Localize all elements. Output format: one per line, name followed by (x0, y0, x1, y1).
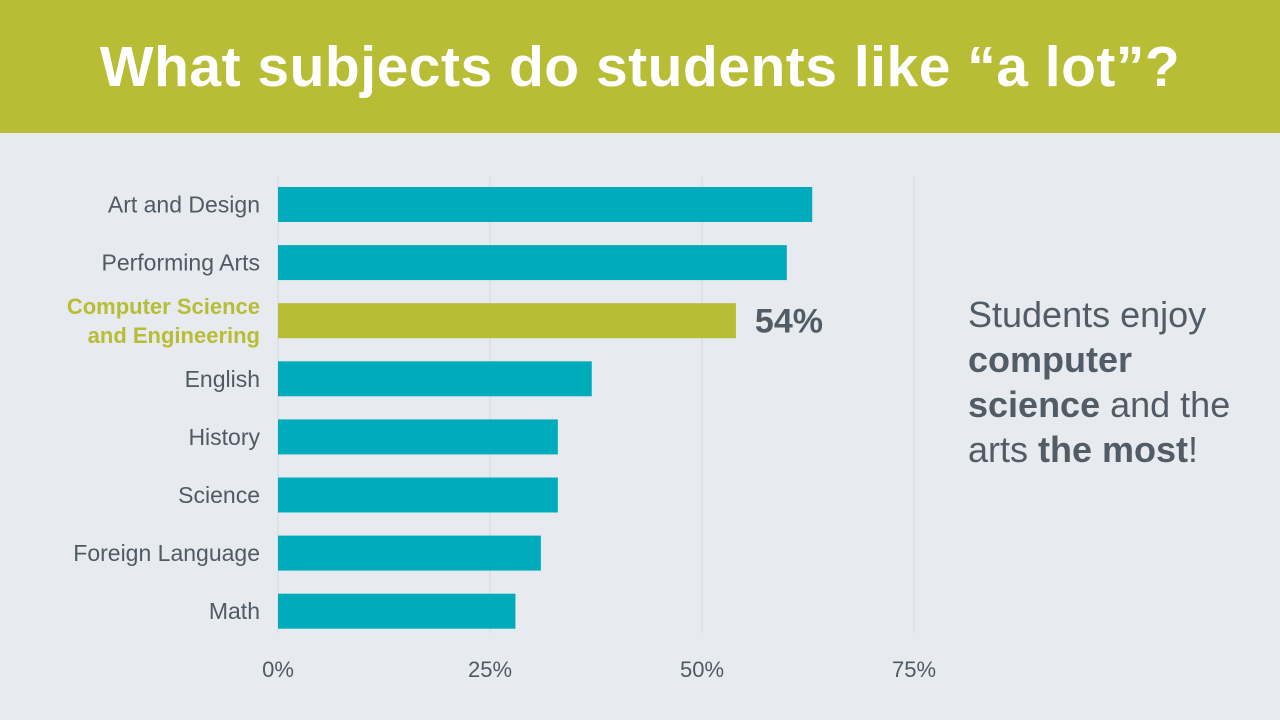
bar (278, 303, 736, 339)
category-label: English (185, 366, 260, 392)
bar (278, 535, 541, 571)
bar (278, 593, 516, 629)
category-label: Foreign Language (73, 540, 260, 566)
data-labels: 54% (755, 303, 823, 341)
category-label: History (188, 424, 260, 450)
page-title: What subjects do students like “a lot”? (99, 34, 1181, 99)
category-label: Performing Arts (102, 250, 261, 276)
callout-text: Students enjoy computer science and the … (968, 292, 1268, 472)
category-label-line: Performing Arts (102, 250, 261, 276)
x-tick-label: 25% (468, 657, 512, 682)
category-label-line: Science (178, 482, 260, 508)
bar-chart: Art and Design Performing Arts Computer Sc… (67, 177, 936, 682)
category-label-line: Math (209, 598, 260, 624)
x-tick-label: 75% (892, 657, 936, 682)
category-label-line: English (185, 366, 260, 392)
bar (278, 361, 592, 397)
callout-emphasis: computer science (968, 339, 1133, 425)
category-label: Computer Science and Engineering (67, 294, 260, 348)
category-label: Science (178, 482, 260, 508)
category-label-line: Art and Design (108, 192, 260, 218)
header-banner: What subjects do students like “a lot”? (0, 0, 1280, 133)
callout-segment: ! (1188, 429, 1199, 470)
bar (278, 187, 813, 222)
category-label-line: History (188, 424, 260, 450)
x-axis-ticks: 0% 25% 50% 75% (262, 657, 936, 682)
bar (278, 477, 558, 513)
category-label-line: and Engineering (88, 323, 260, 348)
x-tick-label: 50% (680, 657, 724, 682)
category-labels: Art and Design Performing Arts Computer Sc… (67, 192, 261, 625)
data-label: 54% (755, 303, 823, 341)
category-label: Math (209, 598, 260, 624)
category-label-line: Computer Science (67, 294, 260, 319)
bars (278, 187, 813, 629)
x-tick-label: 0% (262, 657, 294, 682)
bar (278, 245, 787, 281)
category-label: Art and Design (108, 192, 260, 218)
category-label-line: Foreign Language (73, 540, 260, 566)
callout-segment: Students enjoy (968, 294, 1207, 335)
callout-segment: and the arts (968, 384, 1231, 470)
bar (278, 419, 558, 455)
callout-emphasis: the most (1038, 429, 1189, 470)
